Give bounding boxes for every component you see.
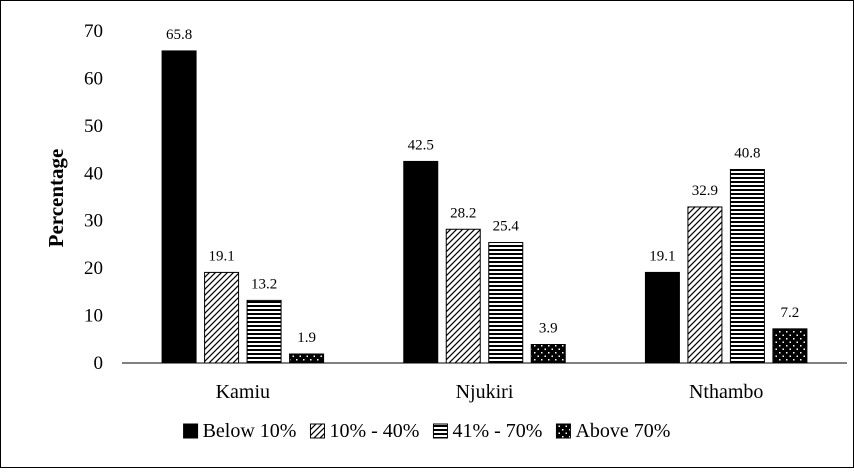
legend-item: 10% - 40% [309, 420, 419, 442]
y-tick-label: 50 [84, 116, 103, 137]
category-label: Njukiri [456, 381, 514, 403]
legend-item: Above 70% [555, 420, 670, 442]
legend-swatch [183, 423, 199, 439]
data-label: 65.8 [166, 27, 192, 43]
y-tick-label: 30 [84, 211, 103, 232]
legend-swatch [555, 423, 571, 439]
legend-item: Below 10% [183, 420, 297, 442]
legend-item: 41% - 70% [432, 420, 542, 442]
data-label: 1.9 [297, 330, 316, 346]
data-labels-group: 65.8 19.1 13.2 1.9 42.5 28.2 25.4 3.9 19.1 32.9 40… [166, 27, 799, 346]
bar [445, 228, 481, 364]
category-label: Kamiu [216, 381, 270, 403]
bar [488, 242, 524, 364]
bar [687, 206, 723, 364]
data-label: 19.1 [649, 248, 675, 264]
data-label: 25.4 [493, 219, 520, 235]
data-label: 32.9 [692, 183, 718, 199]
bar [246, 299, 282, 364]
category-label: Nthambo [689, 381, 763, 403]
data-label: 3.9 [539, 321, 558, 337]
legend-label: Below 10% [203, 420, 297, 442]
y-tick-label: 60 [84, 68, 103, 89]
y-axis-ticks: 0 10 20 30 40 50 60 70 [84, 21, 103, 374]
y-tick-label: 40 [84, 163, 103, 184]
y-axis-title: Percentage [44, 149, 68, 248]
bars-group [161, 50, 808, 364]
bar [289, 353, 325, 364]
y-tick-label: 0 [94, 353, 104, 374]
category-labels-group: Kamiu Njukiri Nthambo [216, 381, 764, 403]
legend-label: 10% - 40% [329, 420, 419, 442]
y-tick-label: 70 [84, 21, 103, 42]
legend-label: Above 70% [575, 420, 670, 442]
y-tick-label: 20 [84, 258, 103, 279]
legend-swatch [309, 423, 325, 439]
bar [204, 271, 240, 364]
bar [772, 328, 808, 364]
data-label: 13.2 [251, 276, 277, 292]
bar [644, 271, 680, 364]
bar [530, 344, 566, 364]
bar [403, 160, 439, 364]
bar [729, 168, 765, 364]
data-label: 28.2 [450, 205, 476, 221]
bar [161, 50, 197, 364]
legend-label: 41% - 70% [452, 420, 542, 442]
y-tick-label: 10 [84, 306, 103, 327]
legend: Below 10% 10% - 40% 41% - 70% Above 70% [183, 420, 670, 442]
data-label: 19.1 [208, 248, 234, 264]
data-label: 7.2 [781, 305, 800, 321]
legend-swatch [432, 423, 448, 439]
data-label: 40.8 [734, 145, 760, 161]
data-label: 42.5 [408, 137, 434, 153]
